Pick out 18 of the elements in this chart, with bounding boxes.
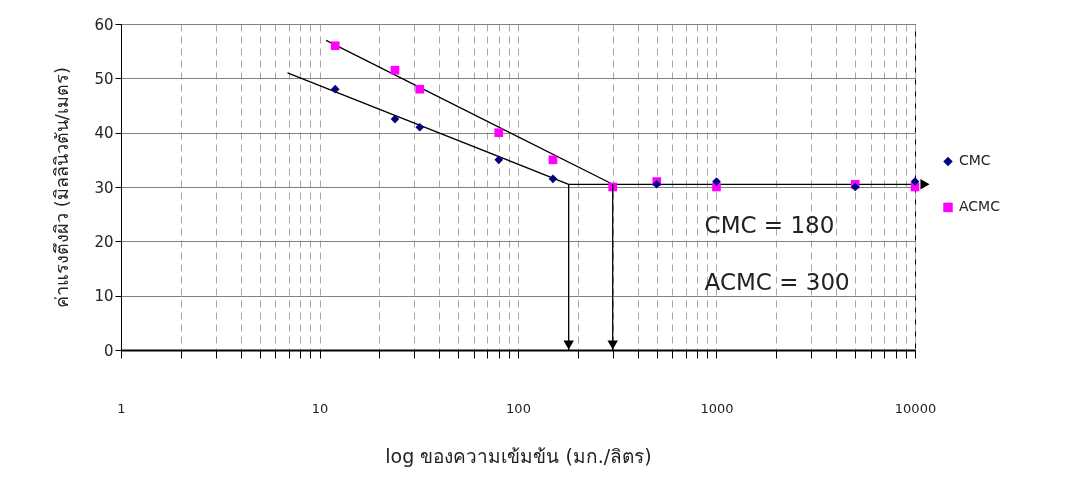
y-tick-label: 0 [103, 341, 114, 360]
x-tick-label: 10000 [894, 400, 937, 416]
legend-label: CMC [959, 152, 991, 169]
y-axis-title: ค่าแรงตึงผิว (มิลลินิวตัน/เมตร) [51, 67, 73, 308]
y-tick-label: 30 [94, 178, 114, 197]
x-tick-label: 1 [117, 400, 126, 416]
y-tick-label: 40 [94, 124, 114, 143]
x-tick-label: 10 [311, 400, 329, 416]
y-tick-label: 10 [94, 287, 114, 306]
x-tick-label: 1000 [700, 400, 734, 416]
y-tick-label: 20 [94, 232, 114, 251]
y-tick-label: 60 [94, 15, 114, 34]
x-axis-title: log ของความเข้มข้น (มก./ลิตร) [385, 444, 652, 467]
annotation: CMC = 180 [704, 212, 835, 239]
y-tick-label: 50 [94, 69, 114, 88]
x-tick-label: 100 [506, 400, 531, 416]
legend-label: ACMC [959, 198, 1001, 215]
annotation: ACMC = 300 [704, 269, 850, 296]
